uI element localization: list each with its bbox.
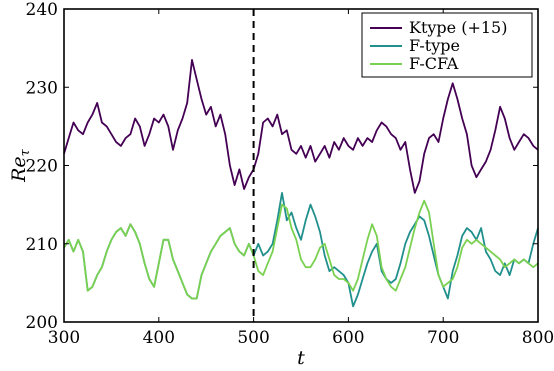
x-tick-label: 500 bbox=[237, 328, 269, 348]
y-tick-label: 210 bbox=[26, 235, 58, 255]
x-tick-label: 400 bbox=[143, 328, 175, 348]
legend-label: F-type bbox=[409, 36, 460, 55]
x-tick-label: 600 bbox=[332, 328, 364, 348]
y-tick-label: 200 bbox=[26, 313, 58, 333]
series-line-ktype-15 bbox=[63, 59, 539, 194]
y-axis-label-main: Re bbox=[8, 156, 30, 183]
y-tick-label: 230 bbox=[26, 78, 58, 98]
series-layer bbox=[63, 59, 539, 308]
x-tick-label: 700 bbox=[427, 328, 459, 348]
legend-label: F-CFA bbox=[409, 54, 459, 73]
y-axis-label: Reτ bbox=[8, 148, 33, 183]
y-axis-label-subscript: τ bbox=[18, 148, 33, 156]
x-tick-label: 300 bbox=[48, 328, 80, 348]
series-line-f-cfa bbox=[63, 199, 539, 300]
legend-label: Ktype (+15) bbox=[409, 18, 507, 37]
y-tick-label: 240 bbox=[26, 0, 58, 20]
y-tick-label: 220 bbox=[26, 157, 58, 177]
series-line-f-type bbox=[63, 191, 539, 308]
tick-layer: 300 400 500 600 700 800 200 210 220 230 240 bbox=[26, 0, 554, 348]
x-axis-label: t bbox=[297, 347, 305, 369]
x-tick-label: 800 bbox=[522, 328, 554, 348]
